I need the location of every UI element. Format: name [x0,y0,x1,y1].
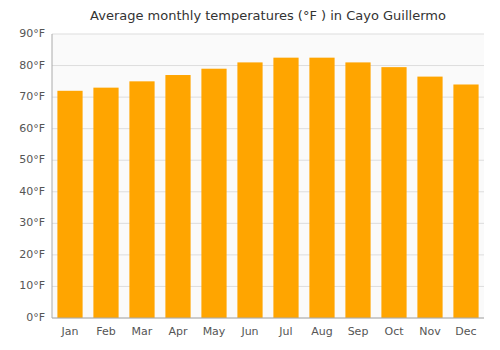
x-tick-label: Sep [348,325,369,338]
y-tick-label: 10°F [19,279,45,292]
grid [52,34,484,318]
bar [201,69,226,318]
grid-line [52,65,484,66]
chart: 0°F 10°F 20°F 30°F 40°F 50°F 60°F 70°F 80°F 90°F J… [0,0,500,350]
y-ticks: 0°F 10°F 20°F 30°F 40°F 50°F 60°F 70°F 80°F 90°F [19,27,45,324]
bar [129,81,154,318]
x-tick-label: Jan [61,325,79,338]
bar [57,91,82,318]
bar [237,62,262,318]
x-tick-label: Apr [168,325,188,338]
y-tick-label: 20°F [19,248,45,261]
x-tick-label: Dec [455,325,476,338]
x-tick-label: Jul [278,325,292,338]
bar [453,84,478,318]
x-tick-label: May [203,325,226,338]
bar [93,88,118,318]
x-ticks: Jan Feb Mar Apr May Jun Jul Aug Sep Oct Nov Dec [61,325,477,338]
bar [165,75,190,318]
y-tick-label: 80°F [19,59,45,72]
bar [345,62,370,318]
x-tick-label: Oct [384,325,404,338]
plot-background [52,34,484,318]
x-tick-label: Nov [419,325,441,338]
x-tick-label: Aug [311,325,332,338]
x-tick-label: Feb [96,325,115,338]
bar [381,67,406,318]
x-tick-label: Jun [240,325,258,338]
y-tick-label: 0°F [26,311,45,324]
grid-line [52,34,484,35]
y-tick-label: 70°F [19,90,45,103]
x-axis-line [52,318,484,319]
bar [309,58,334,318]
y-tick-label: 90°F [19,27,45,40]
bar [273,58,298,318]
y-tick-label: 60°F [19,122,45,135]
x-tick-label: Mar [132,325,153,338]
grid-line [52,318,484,319]
y-tick-label: 50°F [19,153,45,166]
y-axis-line [52,34,53,318]
y-tick-label: 40°F [19,185,45,198]
chart-container: 0°F 10°F 20°F 30°F 40°F 50°F 60°F 70°F 80°F 90°F J… [0,0,500,350]
title: Average monthly temperatures (°F ) in Ca… [90,8,446,23]
bar [417,77,442,318]
y-tick-label: 30°F [19,216,45,229]
bars [57,58,478,318]
